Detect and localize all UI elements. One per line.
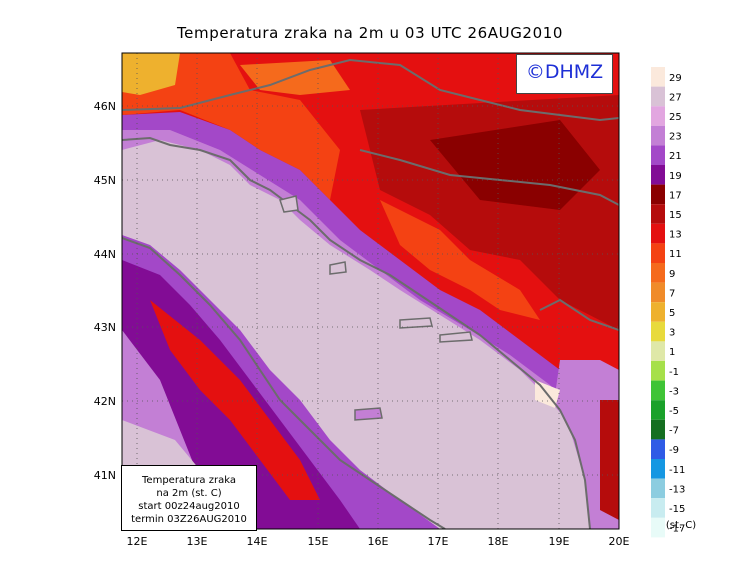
colorbar-swatch [651, 498, 665, 518]
lon-label: 16E [368, 535, 389, 548]
sava-border [359, 149, 619, 206]
island-brac [399, 317, 433, 329]
orange-dinaric [380, 200, 540, 320]
colorbar-unit: (st. C) [666, 520, 696, 531]
lat-label: 46N [94, 100, 116, 113]
lon-label: 18E [488, 535, 509, 548]
colorbar-label: 7 [669, 288, 675, 299]
lon-label: 20E [609, 535, 630, 548]
info-line: na 2m (st. C) [156, 488, 222, 499]
east-coastline [122, 136, 591, 529]
colorbar-swatch [651, 400, 665, 420]
west-coastline [122, 237, 446, 529]
lon-label: 19E [549, 535, 570, 548]
colorbar-label: -1 [669, 367, 679, 378]
lon-label: 17E [428, 535, 449, 548]
colorbar-swatch [651, 223, 665, 244]
colorbar-label: 3 [669, 328, 675, 339]
colorbar-label: -9 [669, 445, 679, 456]
lon-label: 14E [247, 535, 268, 548]
island-pag [329, 261, 347, 275]
island-korcula [439, 331, 473, 343]
colorbar-swatch [651, 361, 665, 381]
colorbar-swatch [651, 67, 665, 87]
albania-warm [600, 400, 619, 520]
colorbar-swatch [651, 243, 665, 263]
colorbar-swatch [651, 106, 665, 126]
colorbar-label: 27 [669, 92, 682, 103]
colorbar-label: -15 [669, 504, 685, 515]
colorbar-label: 21 [669, 151, 682, 162]
colorbar-label: -3 [669, 386, 679, 397]
colorbar-swatch [651, 380, 665, 401]
colorbar-swatch [651, 86, 665, 107]
lat-label: 45N [94, 174, 116, 187]
info-line: termin 03Z26AUG2010 [131, 514, 247, 525]
map-frame [121, 52, 620, 530]
colorbar-swatch [651, 282, 665, 303]
colorbar-swatch [651, 204, 665, 224]
island-krk [279, 195, 299, 213]
colorbar-label: 1 [669, 347, 675, 358]
colorbar-label: 23 [669, 132, 682, 143]
apennine-warm [150, 300, 320, 500]
logo-box: ©DHMZ [516, 54, 613, 94]
colorbar-swatch [651, 321, 665, 342]
colorbar-label: 19 [669, 171, 682, 182]
lon-label: 15E [308, 535, 329, 548]
colorbar-swatch [651, 125, 665, 146]
lon-label: 13E [187, 535, 208, 548]
map-title: Temperatura zraka na 2m u 03 UTC 26AUG20… [176, 24, 564, 42]
colorbar-swatch [651, 302, 665, 322]
colorbar-label: -5 [669, 406, 679, 417]
colorbar-swatch [651, 165, 665, 185]
lon-label: 12E [127, 535, 148, 548]
lat-label: 41N [94, 469, 116, 482]
colorbar-swatch [651, 517, 665, 538]
colorbar-swatch [651, 184, 665, 205]
colorbar-swatch [651, 459, 665, 479]
colorbar-swatch [651, 145, 665, 165]
tyrrhenian [122, 420, 200, 470]
colorbar-label: 15 [669, 210, 682, 221]
orange-north [122, 53, 340, 200]
colorbar-swatch [651, 263, 665, 283]
montenegro-border [539, 298, 619, 331]
colorbar-label: -13 [669, 484, 685, 495]
lat-label: 44N [94, 248, 116, 261]
colorbar-label: 11 [669, 249, 682, 260]
dhmz-logo: ©DHMZ [525, 61, 604, 83]
yellow-northwest [122, 53, 180, 95]
colorbar-label: 17 [669, 190, 682, 201]
colorbar-label: 5 [669, 308, 675, 319]
colorbar-label: -11 [669, 465, 685, 476]
colorbar-label: 9 [669, 269, 675, 280]
northern-border [122, 58, 619, 122]
info-line: start 00z24aug2010 [138, 501, 240, 512]
colorbar-label: 25 [669, 112, 682, 123]
colorbar-swatch [651, 419, 665, 440]
colorbar-label: 13 [669, 230, 682, 241]
colorbar-swatch [651, 341, 665, 361]
island-gargano [354, 407, 383, 421]
info-box: Temperatura zraka na 2m (st. C) start 00… [121, 465, 257, 531]
lat-label: 42N [94, 395, 116, 408]
colorbar-swatch [651, 439, 665, 459]
lat-label: 43N [94, 321, 116, 334]
colorbar-label: 29 [669, 73, 682, 84]
colorbar-swatch [651, 478, 665, 499]
colorbar-label: -7 [669, 426, 679, 437]
info-line: Temperatura zraka [142, 475, 236, 486]
colorbar-label: -17 [669, 524, 685, 535]
